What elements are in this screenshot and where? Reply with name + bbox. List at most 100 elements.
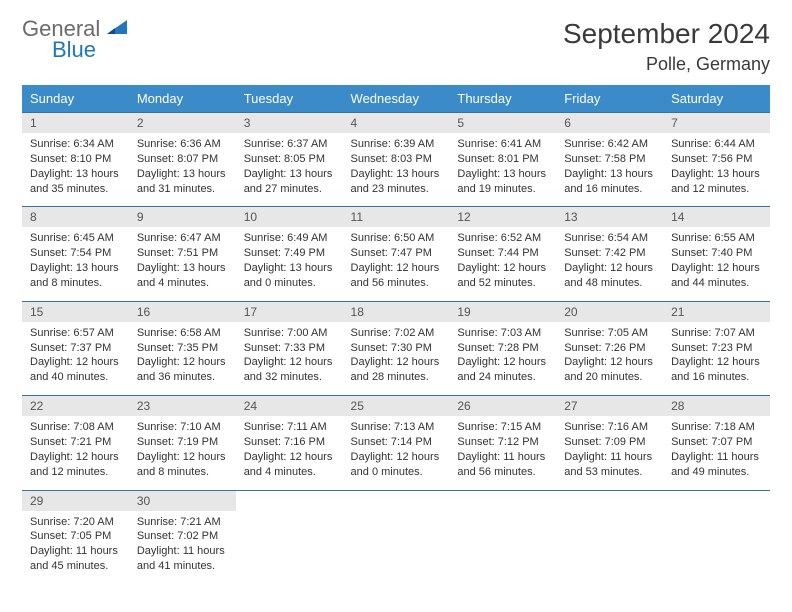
day-number	[343, 490, 450, 511]
daydata-row: Sunrise: 6:57 AMSunset: 7:37 PMDaylight:…	[22, 322, 770, 396]
sunset-line: Sunset: 7:51 PM	[137, 246, 228, 261]
sunrise-line: Sunrise: 6:45 AM	[30, 231, 121, 246]
logo-second: Blue	[52, 39, 131, 61]
day-number: 24	[236, 396, 343, 417]
day-number: 27	[556, 396, 663, 417]
day-cell: Sunrise: 7:02 AMSunset: 7:30 PMDaylight:…	[343, 322, 450, 396]
day-number: 19	[449, 301, 556, 322]
sunset-line: Sunset: 7:33 PM	[244, 341, 335, 356]
day-number: 13	[556, 207, 663, 228]
sunset-line: Sunset: 8:05 PM	[244, 152, 335, 167]
sunset-line: Sunset: 7:12 PM	[457, 435, 548, 450]
sunrise-line: Sunrise: 6:58 AM	[137, 326, 228, 341]
sunset-line: Sunset: 7:35 PM	[137, 341, 228, 356]
sunrise-line: Sunrise: 7:05 AM	[564, 326, 655, 341]
daylight-line: Daylight: 13 hours and 12 minutes.	[671, 167, 762, 197]
sunrise-line: Sunrise: 7:16 AM	[564, 420, 655, 435]
sunset-line: Sunset: 7:40 PM	[671, 246, 762, 261]
sunrise-line: Sunrise: 6:36 AM	[137, 137, 228, 152]
daylight-line: Daylight: 13 hours and 27 minutes.	[244, 167, 335, 197]
day-number: 26	[449, 396, 556, 417]
sunrise-line: Sunrise: 6:42 AM	[564, 137, 655, 152]
daylight-line: Daylight: 13 hours and 4 minutes.	[137, 261, 228, 291]
day-cell	[236, 511, 343, 584]
day-number: 20	[556, 301, 663, 322]
day-cell: Sunrise: 7:15 AMSunset: 7:12 PMDaylight:…	[449, 416, 556, 490]
day-number	[236, 490, 343, 511]
day-number	[556, 490, 663, 511]
sunrise-line: Sunrise: 6:39 AM	[351, 137, 442, 152]
calendar-page: General Blue September 2024 Polle, Germa…	[0, 0, 792, 602]
day-header: Tuesday	[236, 85, 343, 113]
daylight-line: Daylight: 12 hours and 48 minutes.	[564, 261, 655, 291]
day-cell	[556, 511, 663, 584]
daylight-line: Daylight: 12 hours and 8 minutes.	[137, 450, 228, 480]
day-number: 10	[236, 207, 343, 228]
sunset-line: Sunset: 7:47 PM	[351, 246, 442, 261]
sunset-line: Sunset: 7:07 PM	[671, 435, 762, 450]
day-number: 14	[663, 207, 770, 228]
day-cell: Sunrise: 6:39 AMSunset: 8:03 PMDaylight:…	[343, 133, 450, 207]
day-header: Thursday	[449, 85, 556, 113]
day-cell	[449, 511, 556, 584]
sunrise-line: Sunrise: 6:49 AM	[244, 231, 335, 246]
day-cell: Sunrise: 7:16 AMSunset: 7:09 PMDaylight:…	[556, 416, 663, 490]
day-cell: Sunrise: 6:52 AMSunset: 7:44 PMDaylight:…	[449, 227, 556, 301]
day-number: 8	[22, 207, 129, 228]
sunrise-line: Sunrise: 6:34 AM	[30, 137, 121, 152]
sunrise-line: Sunrise: 7:10 AM	[137, 420, 228, 435]
sunrise-line: Sunrise: 7:03 AM	[457, 326, 548, 341]
daylight-line: Daylight: 13 hours and 23 minutes.	[351, 167, 442, 197]
day-number: 22	[22, 396, 129, 417]
sunset-line: Sunset: 7:16 PM	[244, 435, 335, 450]
daylight-line: Daylight: 11 hours and 41 minutes.	[137, 544, 228, 574]
sunrise-line: Sunrise: 6:54 AM	[564, 231, 655, 246]
day-cell: Sunrise: 6:54 AMSunset: 7:42 PMDaylight:…	[556, 227, 663, 301]
day-number: 23	[129, 396, 236, 417]
day-cell: Sunrise: 7:08 AMSunset: 7:21 PMDaylight:…	[22, 416, 129, 490]
sunset-line: Sunset: 7:30 PM	[351, 341, 442, 356]
daylight-line: Daylight: 11 hours and 56 minutes.	[457, 450, 548, 480]
daydata-row: Sunrise: 6:34 AMSunset: 8:10 PMDaylight:…	[22, 133, 770, 207]
day-header: Friday	[556, 85, 663, 113]
daynum-row: 15161718192021	[22, 301, 770, 322]
sunrise-line: Sunrise: 7:08 AM	[30, 420, 121, 435]
day-cell: Sunrise: 6:42 AMSunset: 7:58 PMDaylight:…	[556, 133, 663, 207]
day-number: 2	[129, 113, 236, 134]
day-number: 29	[22, 490, 129, 511]
day-cell: Sunrise: 6:41 AMSunset: 8:01 PMDaylight:…	[449, 133, 556, 207]
sunset-line: Sunset: 7:56 PM	[671, 152, 762, 167]
daylight-line: Daylight: 12 hours and 20 minutes.	[564, 355, 655, 385]
day-number: 1	[22, 113, 129, 134]
daylight-line: Daylight: 11 hours and 53 minutes.	[564, 450, 655, 480]
day-number: 11	[343, 207, 450, 228]
sunset-line: Sunset: 7:49 PM	[244, 246, 335, 261]
daydata-row: Sunrise: 7:08 AMSunset: 7:21 PMDaylight:…	[22, 416, 770, 490]
day-number: 4	[343, 113, 450, 134]
logo-triangle-icon	[107, 23, 131, 40]
day-cell: Sunrise: 7:05 AMSunset: 7:26 PMDaylight:…	[556, 322, 663, 396]
day-cell: Sunrise: 7:18 AMSunset: 7:07 PMDaylight:…	[663, 416, 770, 490]
sunrise-line: Sunrise: 6:57 AM	[30, 326, 121, 341]
daylight-line: Daylight: 12 hours and 12 minutes.	[30, 450, 121, 480]
day-number: 6	[556, 113, 663, 134]
sunrise-line: Sunrise: 6:55 AM	[671, 231, 762, 246]
daynum-row: 891011121314	[22, 207, 770, 228]
daylight-line: Daylight: 12 hours and 32 minutes.	[244, 355, 335, 385]
day-cell: Sunrise: 6:34 AMSunset: 8:10 PMDaylight:…	[22, 133, 129, 207]
day-cell: Sunrise: 6:36 AMSunset: 8:07 PMDaylight:…	[129, 133, 236, 207]
day-number: 9	[129, 207, 236, 228]
daylight-line: Daylight: 12 hours and 56 minutes.	[351, 261, 442, 291]
daylight-line: Daylight: 12 hours and 0 minutes.	[351, 450, 442, 480]
daylight-line: Daylight: 12 hours and 36 minutes.	[137, 355, 228, 385]
day-cell: Sunrise: 6:45 AMSunset: 7:54 PMDaylight:…	[22, 227, 129, 301]
daylight-line: Daylight: 12 hours and 16 minutes.	[671, 355, 762, 385]
day-header-row: SundayMondayTuesdayWednesdayThursdayFrid…	[22, 85, 770, 113]
day-cell	[663, 511, 770, 584]
day-cell: Sunrise: 6:58 AMSunset: 7:35 PMDaylight:…	[129, 322, 236, 396]
month-title: September 2024	[563, 18, 770, 50]
day-header: Saturday	[663, 85, 770, 113]
day-number: 18	[343, 301, 450, 322]
daynum-row: 2930	[22, 490, 770, 511]
sunrise-line: Sunrise: 7:21 AM	[137, 515, 228, 530]
